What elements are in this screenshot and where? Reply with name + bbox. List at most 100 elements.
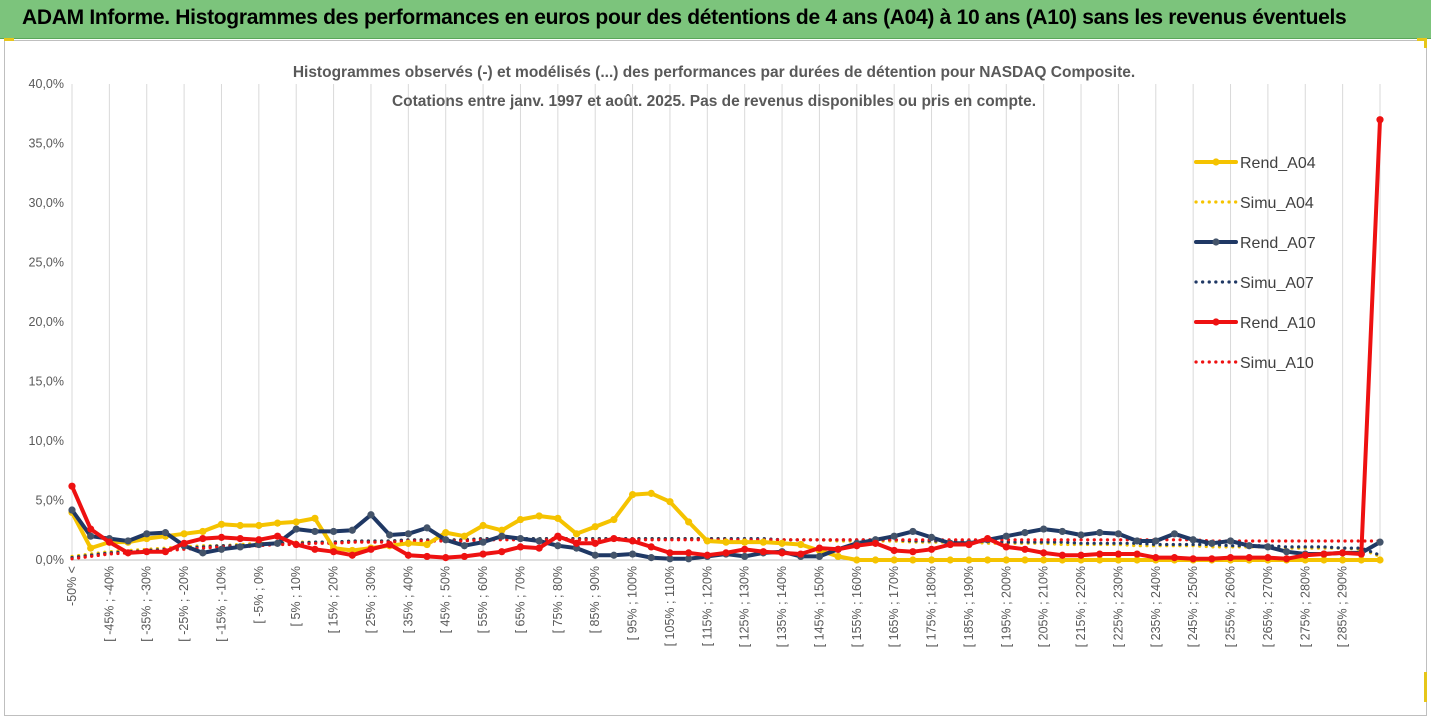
x-tick-label: [ 75% ; 80% <box>551 566 565 633</box>
data-point <box>853 556 861 564</box>
data-point <box>927 556 936 564</box>
legend-label-Simu_A07: Simu_A07 <box>1240 275 1314 292</box>
data-point <box>273 532 282 540</box>
data-point <box>1096 550 1104 558</box>
data-point <box>1002 532 1010 540</box>
data-point <box>554 532 562 540</box>
data-point <box>535 537 543 545</box>
x-tick-label: [ 245% ; 250% <box>1186 566 1200 647</box>
data-point <box>946 556 954 564</box>
corner-accent <box>1424 672 1427 702</box>
data-point <box>255 521 263 530</box>
y-tick-label: 30,0% <box>29 196 64 210</box>
data-point <box>516 543 525 551</box>
data-point <box>460 552 468 561</box>
data-point <box>1245 542 1253 550</box>
legend-label-Rend_A04: Rend_A04 <box>1240 155 1316 172</box>
data-point <box>610 534 618 543</box>
data-point <box>591 539 599 547</box>
data-point <box>628 550 637 558</box>
x-tick-label: [ 145% ; 150% <box>812 566 826 647</box>
x-tick-label: [ -45% ; -40% <box>102 566 116 642</box>
data-point <box>890 532 898 540</box>
data-point <box>311 527 319 536</box>
data-point <box>1376 116 1384 124</box>
data-point <box>460 542 468 550</box>
data-point <box>1133 556 1141 564</box>
chart-title-line-2: Cotations entre janv. 1997 et août. 2025… <box>392 93 1036 110</box>
x-tick-label: [ 185% ; 190% <box>962 566 976 647</box>
data-point <box>722 549 730 557</box>
legend-label-Simu_A10: Simu_A10 <box>1240 355 1314 372</box>
data-point <box>1226 537 1235 545</box>
data-point <box>348 551 356 559</box>
data-point <box>741 538 749 546</box>
data-point <box>572 539 581 547</box>
legend: Rend_A04 Simu_A04 Rend_A07 Simu_A07 Rend_A10… <box>1194 155 1316 372</box>
data-point <box>778 549 786 557</box>
y-tick-label: 40,0% <box>29 77 64 91</box>
data-point <box>666 549 674 557</box>
data-point <box>778 539 786 547</box>
data-point <box>87 525 95 533</box>
data-point <box>909 527 917 536</box>
data-point <box>554 514 562 522</box>
x-tick-label: [ 5% ; 10% <box>289 566 303 626</box>
data-point <box>105 538 113 546</box>
data-point <box>1208 539 1216 547</box>
data-point <box>1114 550 1122 558</box>
legend-marker <box>1212 318 1220 326</box>
data-point <box>871 556 880 564</box>
data-point <box>143 548 151 556</box>
data-point <box>965 540 973 549</box>
data-point <box>386 540 394 549</box>
x-tick-label: [ 15% ; 20% <box>327 566 341 633</box>
data-point <box>1096 529 1104 537</box>
x-tick-label: [ 45% ; 50% <box>439 566 453 633</box>
x-tick-label: [ 95% ; 100% <box>626 566 640 640</box>
data-point <box>685 549 693 557</box>
data-point <box>330 527 338 536</box>
data-point <box>1002 556 1010 564</box>
data-point <box>1040 556 1048 564</box>
data-point <box>367 545 375 553</box>
data-point <box>199 549 207 557</box>
data-point <box>311 514 319 522</box>
data-point <box>87 532 95 540</box>
x-tick-label: [ 215% ; 220% <box>1074 566 1088 647</box>
data-point <box>741 545 749 553</box>
data-point <box>367 511 375 519</box>
data-point <box>442 529 450 537</box>
data-point <box>1357 556 1365 564</box>
x-tick-label: [ 65% ; 70% <box>513 566 527 633</box>
data-point <box>591 551 599 559</box>
x-tick-label: [ 225% ; 230% <box>1111 566 1125 647</box>
data-point <box>180 539 188 547</box>
data-point <box>68 506 76 514</box>
data-point <box>217 545 226 553</box>
data-point <box>1376 556 1384 564</box>
legend-label-Rend_A10: Rend_A10 <box>1240 315 1316 332</box>
data-point <box>946 540 954 549</box>
data-point <box>1320 550 1328 558</box>
chart-title-line-1: Histogrammes observés (-) et modélisés (… <box>293 64 1135 81</box>
x-tick-label: [ 175% ; 180% <box>925 566 939 647</box>
data-point <box>273 539 282 547</box>
data-point <box>1170 530 1179 538</box>
data-point <box>1376 538 1384 546</box>
x-tick-label: [ -35% ; -30% <box>140 566 154 642</box>
data-point <box>890 556 898 564</box>
data-point <box>143 530 151 538</box>
data-point <box>386 531 394 539</box>
chart-frame <box>4 40 1427 716</box>
data-point <box>479 538 487 546</box>
x-tick-label: [ 115% ; 120% <box>700 566 714 646</box>
data-point <box>1058 551 1066 559</box>
data-point <box>217 520 226 528</box>
y-tick-label: 15,0% <box>29 375 64 389</box>
corner-accent <box>1417 38 1427 41</box>
data-point <box>647 489 655 497</box>
data-point <box>498 548 506 556</box>
data-point <box>759 548 767 556</box>
data-point <box>610 515 618 524</box>
